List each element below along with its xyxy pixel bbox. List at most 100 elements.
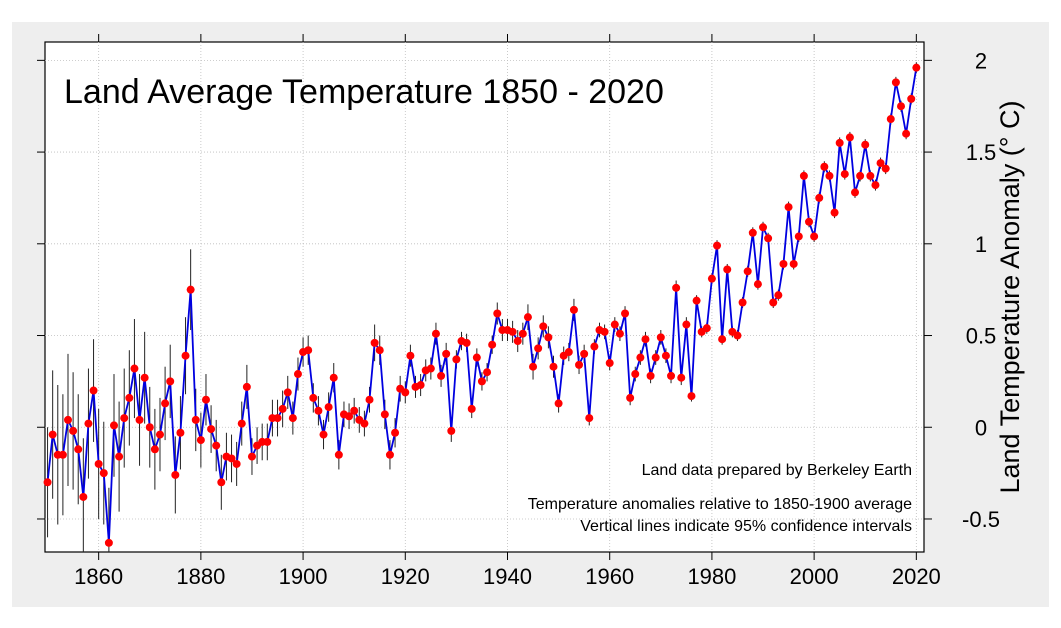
data-point	[365, 395, 374, 404]
data-point	[840, 170, 849, 179]
data-point	[380, 410, 389, 419]
data-point	[150, 445, 159, 454]
data-point	[794, 232, 803, 241]
data-point	[324, 403, 333, 412]
data-point	[529, 362, 538, 371]
data-point	[544, 333, 553, 342]
annotation-source: Land data prepared by Berkeley Earth	[642, 462, 912, 479]
data-point	[140, 373, 149, 382]
data-point	[109, 421, 118, 430]
chart-title: Land Average Temperature 1850 - 2020	[64, 73, 664, 111]
y-tick-label: 0.5	[966, 324, 997, 349]
x-tick-label: 1860	[74, 564, 123, 589]
data-point	[477, 377, 486, 386]
data-point	[856, 171, 865, 180]
data-point	[580, 349, 589, 358]
data-point	[902, 129, 911, 138]
data-point	[876, 159, 885, 168]
data-point	[242, 382, 251, 391]
data-point	[288, 414, 297, 423]
data-point	[784, 203, 793, 212]
data-point	[329, 373, 338, 382]
data-point	[217, 478, 226, 487]
data-point	[508, 327, 517, 336]
data-point	[69, 426, 78, 435]
data-point	[687, 392, 696, 401]
data-point	[646, 371, 655, 380]
data-point	[145, 423, 154, 432]
x-tick-label: 1980	[687, 564, 736, 589]
data-point	[641, 335, 650, 344]
data-point	[651, 353, 660, 362]
data-point	[891, 78, 900, 87]
data-point	[518, 329, 527, 338]
data-point	[523, 313, 532, 322]
data-point	[743, 267, 752, 276]
data-point	[610, 320, 619, 329]
data-point	[48, 430, 57, 439]
data-point	[564, 348, 573, 357]
data-point	[830, 208, 839, 217]
data-point	[227, 454, 236, 463]
data-point	[166, 377, 175, 386]
data-point	[79, 492, 88, 501]
x-tick-label: 2000	[790, 564, 839, 589]
data-point	[774, 291, 783, 300]
y-axis-label: Land Temperature Anomaly (° C)	[995, 101, 1025, 494]
data-point	[416, 381, 425, 390]
data-point	[677, 373, 686, 382]
data-point	[472, 353, 481, 362]
data-point	[273, 414, 282, 423]
data-point	[186, 285, 195, 294]
x-tick-label: 1920	[381, 564, 430, 589]
data-point	[723, 265, 732, 274]
data-point	[232, 459, 241, 468]
annotation-confidence: Vertical lines indicate 95% confidence i…	[580, 518, 912, 535]
data-point	[600, 327, 609, 336]
data-point	[201, 395, 210, 404]
data-point	[196, 436, 205, 445]
data-point	[426, 364, 435, 373]
data-point	[319, 430, 328, 439]
x-ticks: 1860 1880 1900 1920 1940 1960 1980 2000 2020	[74, 34, 941, 589]
data-point	[104, 538, 113, 547]
data-point	[661, 351, 670, 360]
data-point	[656, 333, 665, 342]
data-point	[263, 437, 272, 446]
data-point	[314, 406, 323, 415]
data-point	[442, 349, 451, 358]
data-point	[769, 298, 778, 307]
data-point	[385, 450, 394, 459]
data-point	[702, 324, 711, 333]
data-point	[810, 232, 819, 241]
data-point	[733, 331, 742, 340]
data-point	[713, 241, 722, 250]
data-point	[881, 164, 890, 173]
data-point	[738, 298, 747, 307]
data-point	[334, 450, 343, 459]
data-point	[672, 283, 681, 292]
data-point	[283, 388, 292, 397]
y-tick-label: 0	[975, 415, 987, 440]
data-point	[779, 259, 788, 268]
data-point	[391, 428, 400, 437]
annotation-baseline: Temperature anomalies relative to 1850-1…	[528, 496, 912, 513]
data-point	[350, 406, 359, 415]
data-point	[667, 371, 676, 380]
grid	[45, 42, 924, 552]
data-point	[89, 386, 98, 395]
data-point	[125, 393, 134, 402]
data-point	[539, 322, 548, 331]
data-point	[43, 478, 52, 487]
data-point	[692, 296, 701, 305]
data-point	[304, 346, 313, 355]
data-point	[406, 351, 415, 360]
data-point	[861, 140, 870, 149]
y-ticks: -0.5 0 0.5 1 1.5 2	[37, 48, 1000, 532]
markers	[43, 63, 921, 547]
data-point	[247, 452, 256, 461]
chart-frame: 1860 1880 1900 1920 1940 1960 1980 2000 2020 -0.…	[12, 22, 1049, 607]
data-point	[820, 162, 829, 171]
data-point	[605, 359, 614, 368]
data-point	[370, 338, 379, 347]
